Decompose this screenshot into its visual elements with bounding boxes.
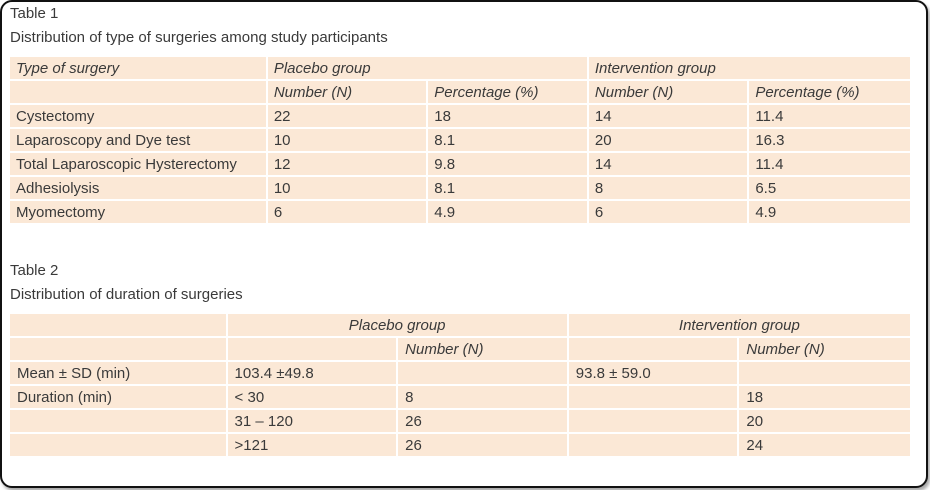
surgery-duration-table: Placebo group Intervention group Number … (8, 312, 913, 458)
table-cell: 20 (586, 127, 750, 153)
group-header: Intervention group (586, 55, 913, 81)
column-header: Number (N) (265, 79, 429, 105)
table-cell (8, 79, 268, 105)
table-row: Mean ± SD (min) 103.4 ±49.8 93.8 ± 59.0 (8, 360, 912, 386)
table-cell: 18 (737, 384, 912, 410)
table-row: 31 – 120 26 20 (8, 408, 912, 434)
group-header: Placebo group (265, 55, 589, 81)
table-cell: 22 (265, 103, 429, 129)
column-header: Number (N) (737, 336, 912, 362)
table-cell: 103.4 ±49.8 (225, 360, 399, 386)
table-cell: Laparoscopy and Dye test (8, 127, 268, 153)
table-cell (225, 336, 399, 362)
table-cell: < 30 (225, 384, 399, 410)
table-cell: 8 (396, 384, 569, 410)
table-cell: 93.8 ± 59.0 (566, 360, 740, 386)
table-header-row: Placebo group Intervention group (8, 312, 913, 338)
table-cell: 9.8 (426, 151, 589, 177)
column-header: Percentage (%) (747, 79, 912, 105)
table-cell: 8.1 (426, 127, 589, 153)
table-cell (8, 408, 228, 434)
table-cell: 6 (586, 199, 750, 225)
table2-label: Table 2 (10, 262, 59, 279)
table-row: Myomectomy 6 4.9 6 4.9 (8, 199, 912, 225)
column-header: Number (N) (396, 336, 569, 362)
group-header: Intervention group (566, 312, 913, 338)
table-cell: 20 (737, 408, 912, 434)
table-cell: 11.4 (747, 103, 912, 129)
table-cell (566, 408, 740, 434)
table-row: Adhesiolysis 10 8.1 8 6.5 (8, 175, 912, 201)
table-cell: 4.9 (747, 199, 912, 225)
table-cell: 24 (737, 432, 912, 458)
table-subheader-row: Number (N) Number (N) (8, 336, 912, 362)
table-cell: Myomectomy (8, 199, 268, 225)
table-row: Duration (min) < 30 8 18 (8, 384, 912, 410)
table-row: Laparoscopy and Dye test 10 8.1 20 16.3 (8, 127, 912, 153)
table-header-row: Type of surgery Placebo group Interventi… (8, 55, 913, 81)
table-cell: 6 (265, 199, 429, 225)
table-cell (396, 360, 569, 386)
table-cell (8, 432, 228, 458)
table-cell (737, 360, 912, 386)
table1-label: Table 1 (10, 5, 59, 22)
table-cell: 26 (396, 408, 569, 434)
table-cell: 12 (265, 151, 429, 177)
column-header: Type of surgery (8, 55, 268, 81)
table-cell (566, 432, 740, 458)
table-cell: Cystectomy (8, 103, 268, 129)
table-cell: Adhesiolysis (8, 175, 268, 201)
table-cell: Mean ± SD (min) (8, 360, 228, 386)
table1-caption: Distribution of type of surgeries among … (10, 29, 388, 46)
table-cell: 26 (396, 432, 569, 458)
table-cell: 14 (586, 151, 750, 177)
table-cell: 8.1 (426, 175, 589, 201)
table-cell: 6.5 (747, 175, 912, 201)
table-cell: 14 (586, 103, 750, 129)
table-cell: 31 – 120 (225, 408, 399, 434)
table-cell: >121 (225, 432, 399, 458)
table2-caption: Distribution of duration of surgeries (10, 286, 243, 303)
table-cell: 10 (265, 175, 429, 201)
table-cell: Duration (min) (8, 384, 228, 410)
table-cell: 4.9 (426, 199, 589, 225)
table-row: Total Laparoscopic Hysterectomy 12 9.8 1… (8, 151, 912, 177)
table-row: >121 26 24 (8, 432, 912, 458)
table-subheader-row: Number (N) Percentage (%) Number (N) Per… (8, 79, 912, 105)
table-cell (8, 312, 228, 338)
column-header: Percentage (%) (426, 79, 589, 105)
table-cell (8, 336, 228, 362)
table-cell: Total Laparoscopic Hysterectomy (8, 151, 268, 177)
table-cell: 8 (586, 175, 750, 201)
table-cell: 10 (265, 127, 429, 153)
table-cell (566, 336, 740, 362)
surgery-type-table: Type of surgery Placebo group Interventi… (8, 55, 913, 225)
column-header: Number (N) (586, 79, 750, 105)
table-cell: 16.3 (747, 127, 912, 153)
table-cell (566, 384, 740, 410)
table-row: Cystectomy 22 18 14 11.4 (8, 103, 912, 129)
group-header: Placebo group (225, 312, 569, 338)
table-cell: 11.4 (747, 151, 912, 177)
table-cell: 18 (426, 103, 589, 129)
